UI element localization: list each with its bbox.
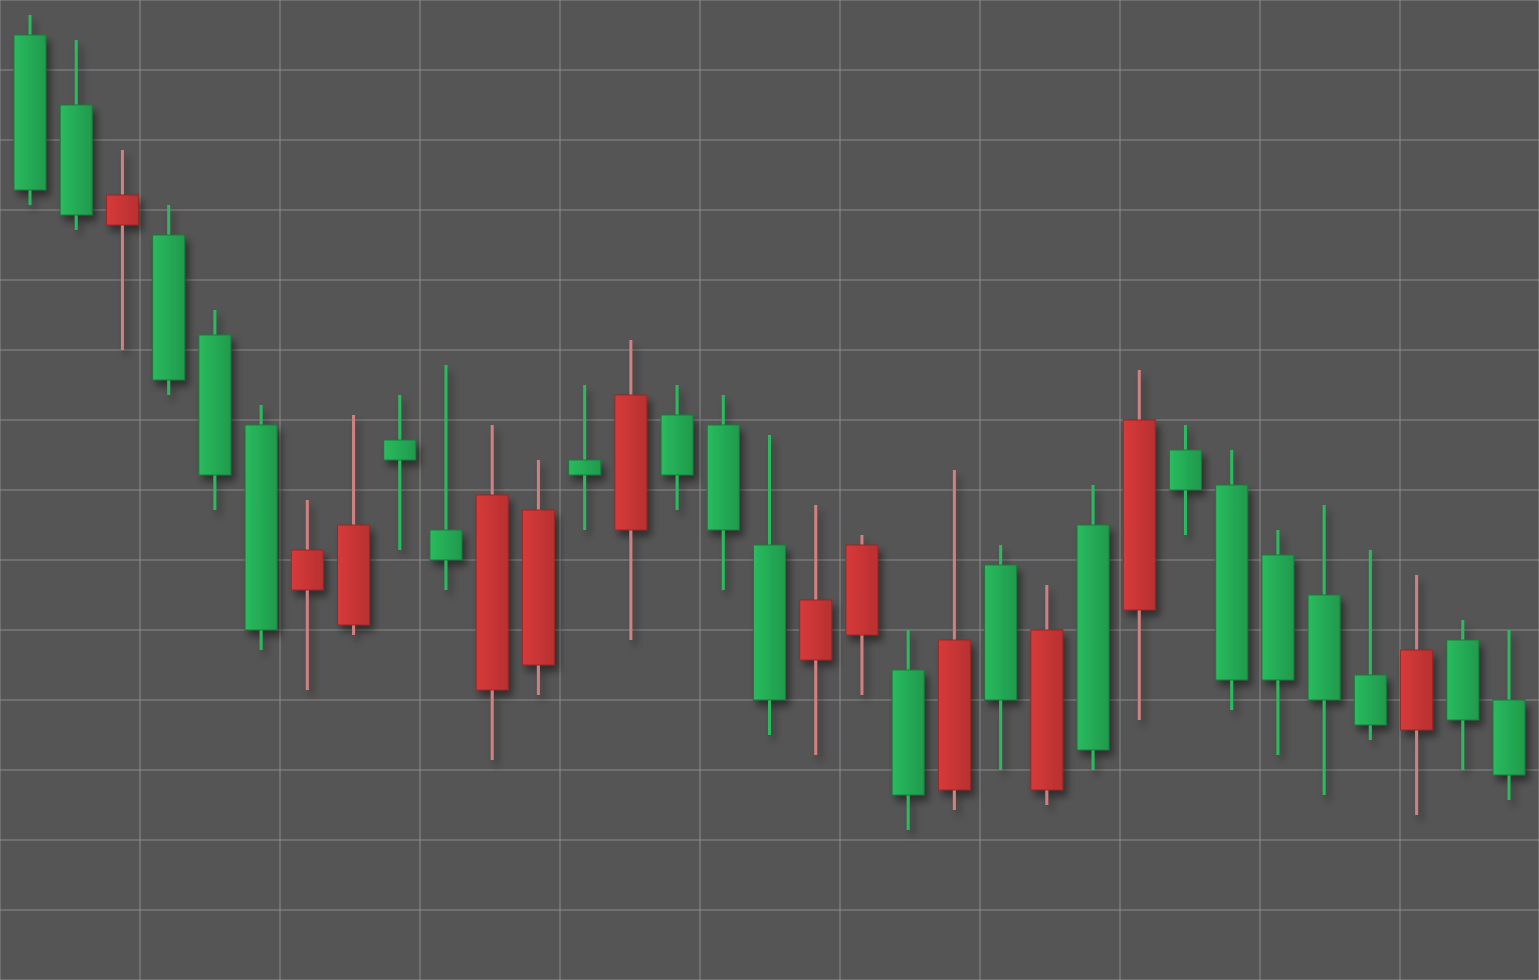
- candle-body: [153, 235, 185, 380]
- chart-svg: [0, 0, 1539, 980]
- candle-body: [1354, 675, 1386, 725]
- candle-body: [106, 195, 138, 225]
- candle-body: [1447, 640, 1479, 720]
- candle-body: [1169, 450, 1201, 490]
- candle-body: [985, 565, 1017, 700]
- candle-body: [615, 395, 647, 530]
- candle: [1077, 485, 1109, 770]
- candle-body: [938, 640, 970, 790]
- candle-body: [1401, 650, 1433, 730]
- candle-body: [476, 495, 508, 690]
- candle-body: [569, 460, 601, 475]
- candlestick-chart: [0, 0, 1539, 980]
- candle-body: [522, 510, 554, 665]
- candle-body: [846, 545, 878, 635]
- candle-body: [199, 335, 231, 475]
- candle-body: [1123, 420, 1155, 610]
- candle: [14, 15, 46, 205]
- candle-body: [1031, 630, 1063, 790]
- candle-body: [1077, 525, 1109, 750]
- candle-body: [430, 530, 462, 560]
- candle-body: [754, 545, 786, 700]
- candle-body: [1308, 595, 1340, 700]
- candle: [245, 405, 277, 650]
- candle-body: [245, 425, 277, 630]
- candle-body: [892, 670, 924, 795]
- candle-body: [1216, 485, 1248, 680]
- candle-body: [707, 425, 739, 530]
- candle-body: [291, 550, 323, 590]
- candle-body: [338, 525, 370, 625]
- candle: [1216, 450, 1248, 710]
- candle-body: [1262, 555, 1294, 680]
- candle-body: [800, 600, 832, 660]
- candle-body: [1493, 700, 1525, 775]
- candle-body: [14, 35, 46, 190]
- candle-body: [384, 440, 416, 460]
- candle-body: [60, 105, 92, 215]
- candle-body: [661, 415, 693, 475]
